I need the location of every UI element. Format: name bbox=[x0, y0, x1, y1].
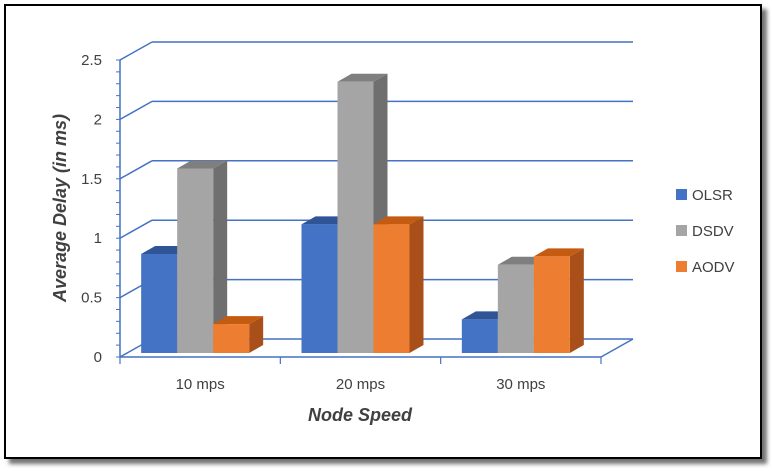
x-tick-label: 20 mps bbox=[336, 376, 385, 393]
bar-side bbox=[213, 160, 228, 353]
bar-top bbox=[337, 73, 388, 82]
bar bbox=[337, 81, 374, 353]
bar-side bbox=[249, 316, 264, 353]
y-tick-label: 0.5 bbox=[81, 290, 102, 307]
gridline-diagonal bbox=[119, 160, 153, 180]
legend-label: DSDV bbox=[692, 223, 734, 240]
bar-side bbox=[569, 248, 584, 353]
gridline-side bbox=[601, 220, 633, 238]
gridline-side bbox=[601, 161, 633, 179]
y-tick-label: 2.5 bbox=[81, 52, 102, 69]
bar bbox=[177, 168, 214, 353]
bar-top bbox=[177, 160, 228, 169]
bar-top bbox=[533, 248, 584, 257]
x-tick-label: 10 mps bbox=[176, 376, 225, 393]
bar bbox=[141, 254, 178, 353]
legend-swatch bbox=[676, 189, 687, 200]
bar bbox=[301, 224, 338, 353]
legend-label: OLSR bbox=[692, 187, 733, 204]
bar-top bbox=[373, 216, 424, 225]
gridline-side bbox=[601, 101, 633, 119]
y-tick-label: 0 bbox=[94, 349, 102, 366]
y-axis-title: Average Delay (in ms) bbox=[50, 114, 70, 303]
y-tick-label: 1 bbox=[94, 230, 102, 247]
x-tick-label: 30 mps bbox=[496, 376, 545, 393]
gridline-diagonal bbox=[119, 219, 153, 239]
bar bbox=[461, 319, 498, 353]
bar-top bbox=[213, 316, 264, 325]
y-tick-label: 1.5 bbox=[81, 171, 102, 188]
gridline-diagonal bbox=[119, 41, 153, 61]
y-tick-label: 2 bbox=[94, 111, 102, 128]
bar bbox=[497, 264, 534, 353]
legend-swatch bbox=[676, 225, 687, 236]
bar bbox=[373, 224, 410, 353]
gridline-side bbox=[601, 280, 633, 298]
gridline-side bbox=[601, 42, 633, 60]
bar-side bbox=[409, 216, 424, 353]
legend-label: AODV bbox=[692, 259, 735, 276]
legend-swatch bbox=[676, 261, 687, 272]
gridline-side bbox=[600, 338, 634, 358]
bar bbox=[533, 256, 570, 353]
gridline-diagonal bbox=[119, 100, 153, 121]
x-axis-title: Node Speed bbox=[308, 405, 413, 425]
bar bbox=[213, 324, 250, 353]
